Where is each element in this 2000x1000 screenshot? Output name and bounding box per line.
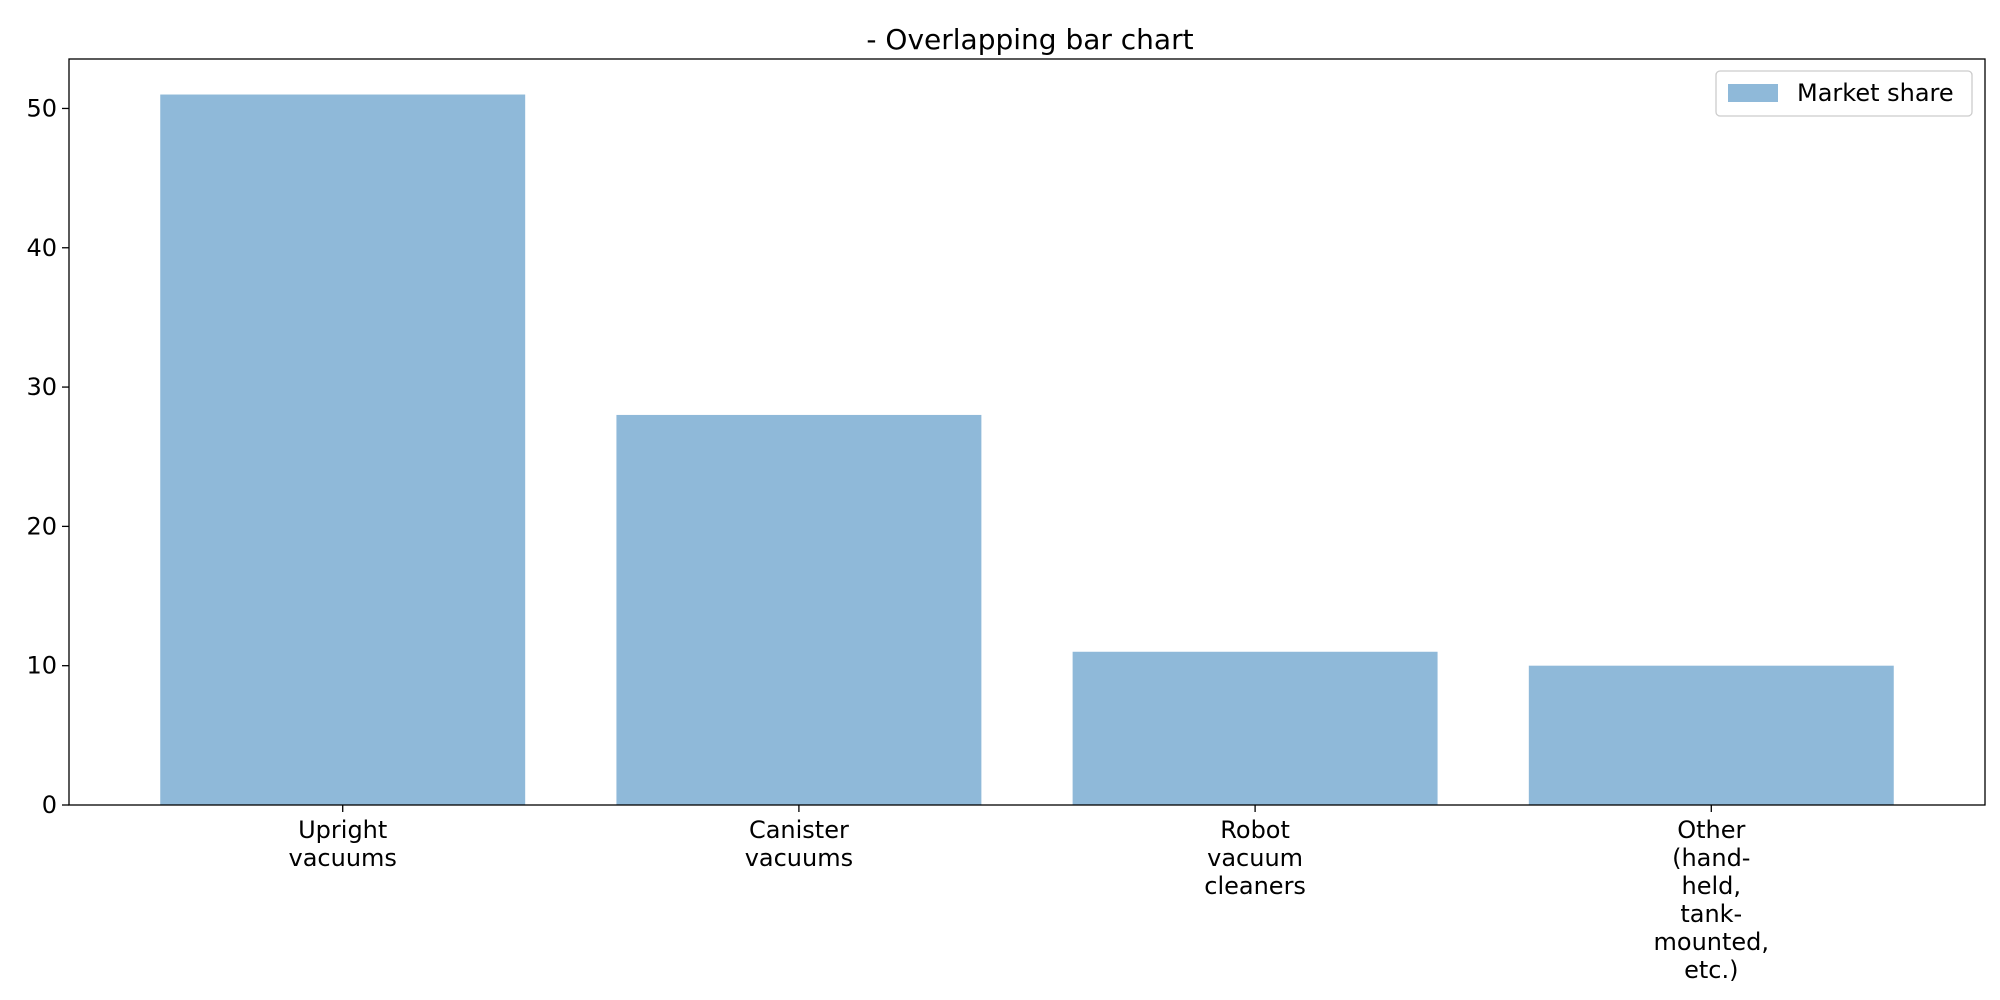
x-tick-label-0: Upright vacuums [289,816,397,872]
y-tick-label-0: 0 [42,791,57,819]
y-tick-label-3: 30 [26,373,57,401]
y-tick-label-2: 20 [26,512,57,540]
legend-box [1715,70,1973,117]
legend-swatch-market-share [1728,84,1778,102]
x-axis: Upright vacuums Canister vacuums Robot vacuum… [289,805,1770,984]
x-tick-label-1: Canister vacuums [745,816,853,872]
y-tick-label-4: 40 [26,234,57,262]
bar-3 [1528,665,1894,805]
x-tick-label-2: Robot vacuum cleaners [1204,816,1306,900]
bar-2 [1072,651,1438,805]
legend: Market share [1715,70,1973,117]
x-tick-label-3: Other (hand-held, tank-mounted, etc.) [1654,816,1770,984]
bar-1 [616,414,982,805]
bar-0 [160,94,526,806]
plot-frame [68,58,1986,806]
y-tick-label-5: 50 [26,94,57,122]
y-axis: 0 10 20 30 40 50 [26,94,69,819]
legend-label-market-share: Market share [1797,79,1954,107]
y-tick-label-1: 10 [26,652,57,680]
bars-group [160,94,1894,806]
chart-title: - Overlapping bar chart [866,23,1193,56]
